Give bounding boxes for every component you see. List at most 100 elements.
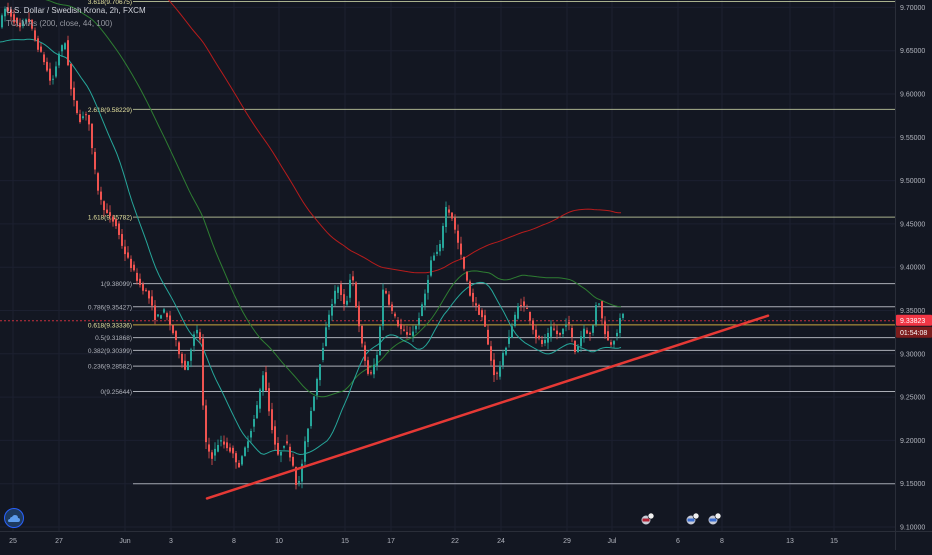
event-flag-icon-0[interactable]	[640, 512, 655, 526]
candle-body-150	[451, 212, 453, 219]
candle-body-129	[388, 294, 390, 305]
event-badge-2	[714, 512, 722, 520]
candle-body-196	[589, 332, 591, 335]
candle-body-127	[382, 289, 384, 326]
fib-label-4: 1(9.38099)	[101, 281, 132, 288]
candle-body-106	[319, 364, 321, 381]
candle-body-3	[10, 9, 12, 17]
candle-body-187	[562, 328, 564, 335]
candle-body-148	[445, 206, 447, 227]
candle-body-177	[532, 320, 534, 330]
candle-body-130	[391, 304, 393, 311]
candle-body-163	[490, 346, 492, 361]
y-tick-label-3: 9.25000	[900, 395, 925, 402]
candle-body-56	[169, 315, 171, 325]
candle-body-28	[85, 114, 87, 116]
candle-body-199	[598, 303, 600, 305]
candle-body-194	[583, 328, 585, 339]
candle-body-19	[58, 53, 60, 66]
candle-body-36	[109, 212, 111, 217]
candle-body-186	[559, 332, 561, 335]
candle-body-157	[472, 292, 474, 302]
event-flag-icon-2[interactable]	[707, 512, 722, 526]
candle-body-34	[103, 201, 105, 211]
candle-body-169	[508, 336, 510, 344]
candle-body-97	[292, 456, 294, 466]
candle-body-73	[220, 440, 222, 442]
fib-label-8: 0.382(9.30399)	[88, 348, 132, 355]
candle-body-7	[22, 21, 24, 27]
x-tick-label-10: 29	[563, 538, 571, 545]
candle-body-137	[412, 331, 414, 336]
candle-body-22	[67, 40, 69, 66]
candle-body-176	[529, 311, 531, 321]
candle-body-68	[205, 405, 207, 443]
event-badge-1	[692, 512, 700, 520]
candle-body-90	[271, 409, 273, 431]
candle-body-183	[550, 326, 552, 337]
candle-body-66	[199, 332, 201, 340]
candle-body-80	[241, 456, 243, 465]
indicator-legend[interactable]: TCLMAs (200, close, 44, 100)	[6, 19, 113, 28]
current-price-tag	[896, 314, 932, 326]
trendline-layer[interactable]	[205, 314, 770, 500]
y-tick-label-9: 9.55000	[900, 135, 925, 142]
candle-body-146	[439, 243, 441, 252]
x-tick-label-8: 22	[451, 538, 459, 545]
candle-body-23	[70, 63, 72, 90]
countdown-label: 01:54:08	[900, 330, 927, 337]
candle-body-114	[343, 294, 345, 305]
candle-body-185	[556, 330, 558, 335]
candle-body-82	[247, 441, 249, 448]
candle-body-122	[367, 360, 369, 374]
candle-body-37	[112, 216, 114, 222]
candle-body-161	[484, 315, 486, 327]
x-tick-label-9: 24	[497, 538, 505, 545]
candle-body-162	[487, 329, 489, 345]
candle-body-71	[214, 448, 216, 456]
candle-body-18	[55, 66, 57, 77]
candle-body-165	[496, 372, 498, 374]
x-tick-label-7: 17	[387, 538, 395, 545]
candle-body-69	[208, 444, 210, 452]
candle-body-87	[262, 375, 264, 392]
candle-body-147	[442, 225, 444, 248]
candle-body-144	[433, 255, 435, 261]
candle-body-204	[613, 341, 615, 345]
candle-body-62	[187, 361, 189, 371]
candle-body-59	[178, 342, 180, 355]
y-tick-label-7: 9.45000	[900, 221, 925, 228]
candle-body-15	[46, 61, 48, 71]
candle-body-32	[97, 173, 99, 191]
tradingview-logo-icon[interactable]	[4, 508, 24, 528]
candle-body-155	[466, 271, 468, 281]
y-tick-label-6: 9.40000	[900, 265, 925, 272]
event-flag-stripe-1	[687, 518, 695, 522]
candle-body-94	[283, 445, 285, 448]
x-tick-label-0: 25	[9, 538, 17, 545]
economic-events[interactable]	[640, 512, 722, 526]
candle-body-60	[181, 353, 183, 364]
candle-body-126	[379, 326, 381, 356]
candle-body-86	[259, 389, 261, 409]
candle-body-166	[499, 365, 501, 377]
candle-body-112	[337, 287, 339, 293]
candle-body-29	[88, 114, 90, 125]
x-tick-label-13: 8	[720, 538, 724, 545]
candle-body-198	[595, 305, 597, 325]
candle-body-99	[298, 481, 300, 483]
time-axis[interactable]: 25 27 Jun 3 8 10 15 17 22 24 29 Jul 6 8 13 15	[9, 538, 838, 545]
candle-body-152	[457, 230, 459, 243]
candle-body-35	[106, 209, 108, 214]
candle-body-110	[331, 304, 333, 316]
event-flag-stripe-2	[709, 518, 717, 522]
price-axis[interactable]: 9.10000 9.15000 9.20000 9.25000 9.30000 9.350…	[896, 0, 932, 532]
candle-body-55	[166, 313, 168, 318]
candle-body-43	[130, 258, 132, 269]
candle-body-180	[541, 340, 543, 345]
candle-body-118	[355, 282, 357, 308]
candle-body-85	[256, 405, 258, 419]
event-flag-icon-1[interactable]	[685, 512, 700, 526]
